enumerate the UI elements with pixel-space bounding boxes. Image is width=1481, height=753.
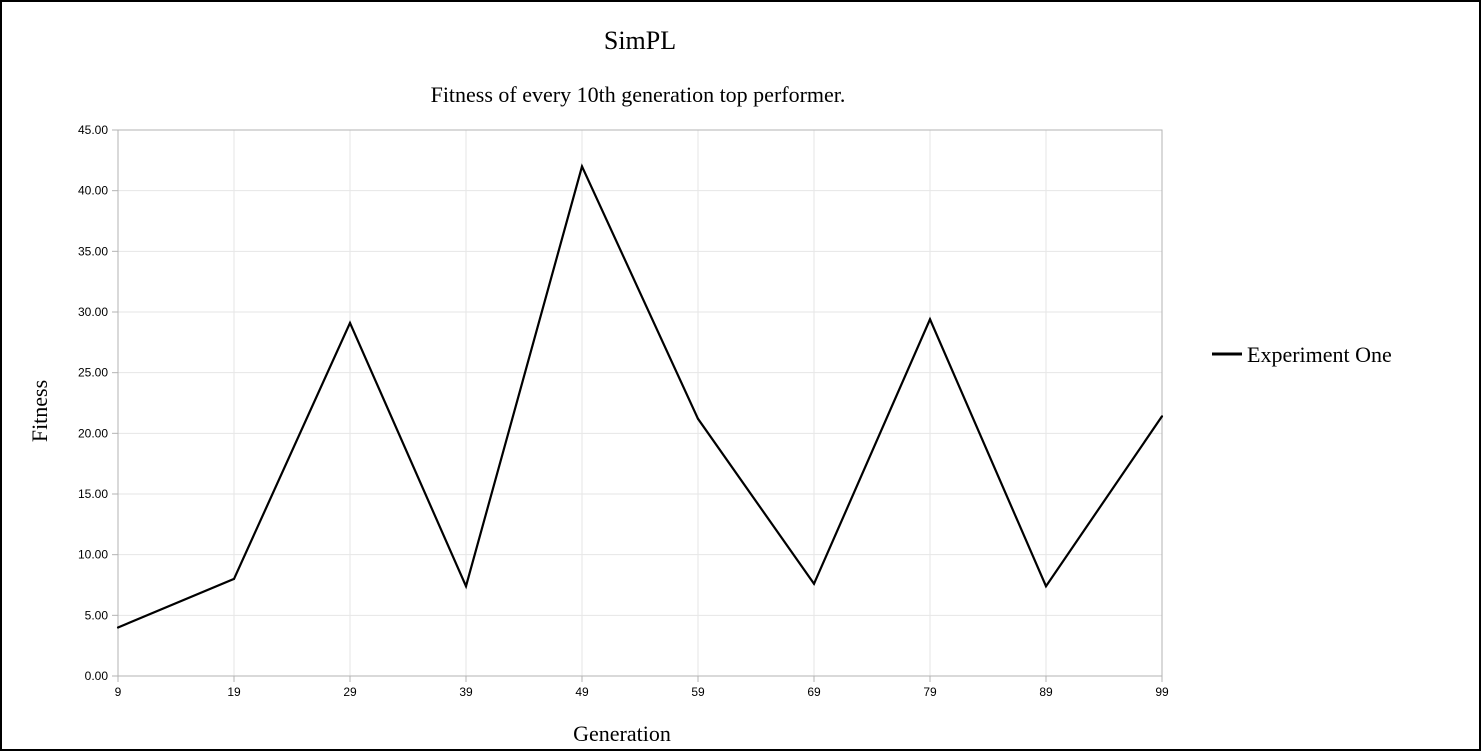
data-point (580, 165, 584, 168)
data-point (928, 318, 932, 321)
x-tick-label: 79 (923, 685, 937, 699)
y-tick-label: 10.00 (78, 548, 108, 562)
y-tick-label: 30.00 (78, 305, 108, 319)
x-tick-label: 49 (575, 685, 589, 699)
data-point (232, 577, 236, 581)
legend: Experiment One (1212, 342, 1392, 367)
y-tick-label: 5.00 (85, 608, 109, 622)
y-tick-label: 40.00 (78, 184, 108, 198)
grid (118, 130, 1162, 676)
y-axis-label: Fitness (27, 380, 52, 442)
data-point (464, 585, 468, 588)
y-tick-label: 20.00 (78, 426, 108, 440)
x-tick-label: 89 (1039, 685, 1053, 699)
data-point (348, 321, 352, 325)
chart-title: SimPL (604, 26, 676, 55)
y-tick-label: 15.00 (78, 487, 108, 501)
x-tick-label: 99 (1155, 685, 1169, 699)
y-tick-label: 25.00 (78, 366, 108, 380)
data-point (812, 582, 816, 585)
x-tick-label: 59 (691, 685, 705, 699)
x-tick-label: 9 (115, 685, 122, 699)
y-tick-label: 35.00 (78, 244, 108, 258)
series-line-1 (117, 163, 1163, 629)
axes: 0.00 5.00 10.00 15.00 20.00 25.00 30.00 35.00 40… (78, 123, 1169, 699)
plot-area (117, 129, 1163, 677)
data-point (1160, 415, 1164, 418)
data-point (1044, 585, 1048, 588)
series-layer (116, 163, 1164, 629)
x-tick-label: 29 (343, 685, 357, 699)
x-tick-label: 19 (227, 685, 241, 699)
x-tick-label: 69 (807, 685, 821, 699)
legend-label: Experiment One (1247, 342, 1392, 367)
y-tick-label: 0.00 (85, 669, 109, 683)
x-tick-label: 39 (459, 685, 473, 699)
data-point (696, 417, 700, 420)
x-axis-label: Generation (573, 721, 671, 746)
data-point (116, 626, 120, 629)
chart-subtitle: Fitness of every 10th generation top per… (431, 82, 846, 107)
y-tick-label: 45.00 (78, 123, 108, 137)
